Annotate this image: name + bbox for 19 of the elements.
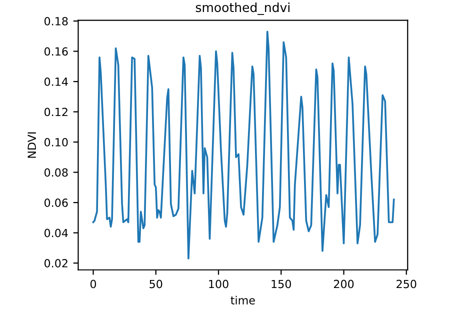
- x-tick-label: 200: [334, 280, 354, 288]
- y-tick-label: 0.12: [44, 108, 68, 116]
- y-tick-label: 0.18: [44, 17, 68, 26]
- y-tick-label: 0.08: [44, 168, 68, 177]
- y-tick-label: 0.06: [44, 198, 68, 207]
- chart-title: smoothed_ndvi: [196, 2, 290, 15]
- y-axis-title: NDVI: [28, 132, 36, 158]
- x-tick-label: 50: [150, 280, 162, 288]
- y-tick-label: 0.02: [44, 259, 68, 268]
- y-tick-label: 0.04: [44, 228, 68, 238]
- x-tick-label: 0: [90, 280, 96, 288]
- x-axis-title: time: [230, 296, 255, 305]
- y-tick-label: 0.16: [44, 47, 68, 56]
- x-tick-label: 100: [209, 280, 228, 288]
- x-tick-label: 150: [272, 280, 291, 288]
- x-tick-label: 250: [396, 280, 416, 288]
- line-series: [92, 30, 395, 260]
- y-tick-label: 0.14: [44, 78, 68, 86]
- y-tick-label: 0.10: [44, 138, 68, 146]
